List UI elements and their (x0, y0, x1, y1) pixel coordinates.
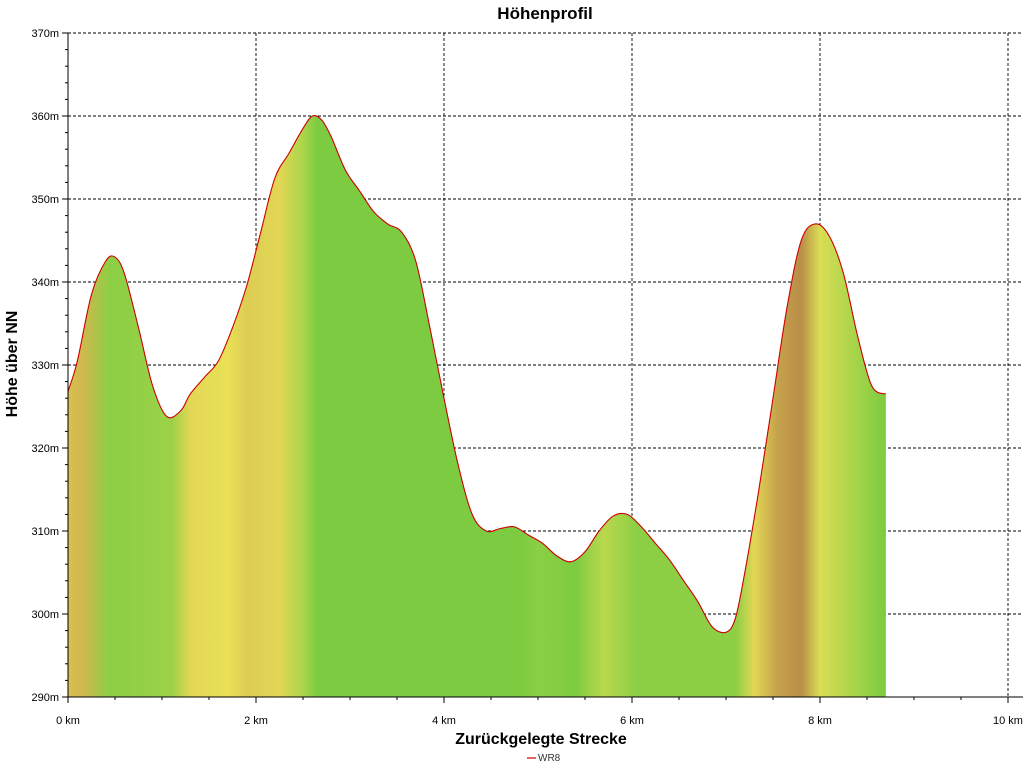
y-tick-label: 370m (31, 28, 59, 40)
x-tick-label: 2 km (244, 715, 268, 727)
x-tick-label: 10 km (993, 715, 1023, 727)
y-tick-label: 360m (31, 111, 59, 123)
area-texture (68, 115, 886, 697)
elevation-area (67, 115, 887, 697)
y-tick-label: 310m (31, 526, 59, 538)
y-tick-label: 300m (31, 609, 59, 621)
legend-label-wr8: WR8 (538, 753, 561, 764)
y-axis-title: Höhe über NN (4, 311, 21, 418)
chart-title: Höhenprofil (497, 4, 592, 23)
series-line-wr8 (67, 115, 887, 634)
y-tick-label: 320m (31, 443, 59, 455)
y-tick-label: 330m (31, 360, 59, 372)
x-tick-label: 6 km (620, 715, 644, 727)
x-tick-label: 8 km (808, 715, 832, 727)
legend: WR8 (527, 753, 561, 764)
x-tick-label: 0 km (56, 715, 80, 727)
x-axis-title: Zurückgelegte Strecke (455, 731, 627, 748)
area-fill-group (68, 115, 886, 697)
x-tick-label: 4 km (432, 715, 456, 727)
axes (64, 33, 1023, 701)
y-tick-label: 290m (31, 692, 59, 704)
x-axis-ticks: 0 km 2 km 4 km 6 km 8 km 10 km (56, 697, 1023, 727)
y-tick-label: 340m (31, 277, 59, 289)
y-tick-label: 350m (31, 194, 59, 206)
y-axis-ticks: 290m 300m 310m 320m 330m 340m 350m 360m 370m (31, 28, 68, 704)
